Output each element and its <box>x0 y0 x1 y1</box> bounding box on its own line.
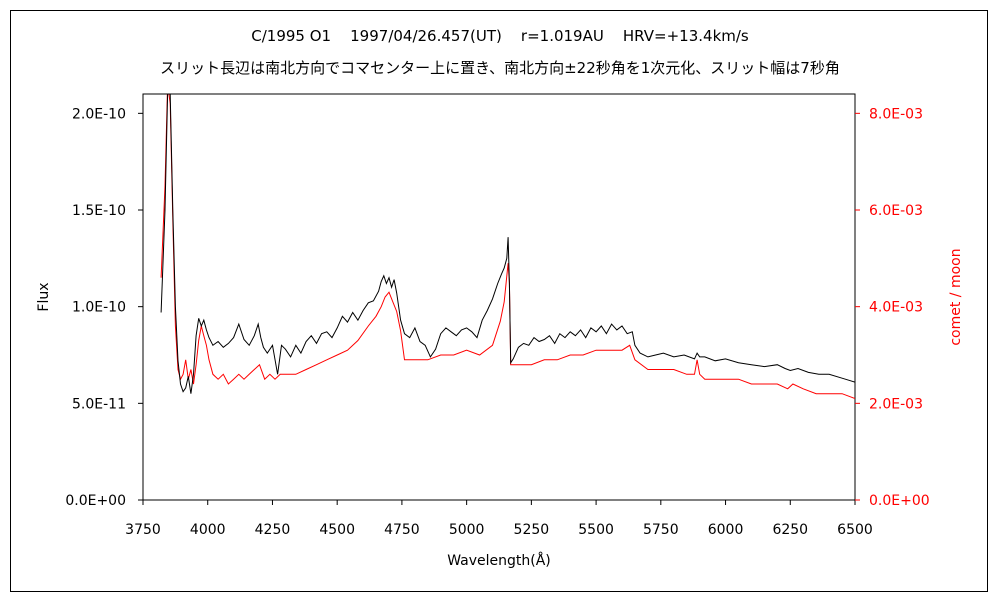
x-tick-label: 4000 <box>190 522 226 538</box>
x-tick-label: 5000 <box>449 522 485 538</box>
x-tick-label: 4500 <box>319 522 355 538</box>
y-tick-label: 0.0E+00 <box>65 493 126 509</box>
x-axis: 3750 4000 4250 4500 4750 5000 5250 5500 5750 6000… <box>125 500 873 538</box>
x-tick-label: 6250 <box>772 522 808 538</box>
y2-tick-label: 2.0E-03 <box>869 396 923 412</box>
y-tick-label: 1.5E-10 <box>72 203 126 219</box>
x-axis-label: Wavelength(Å) <box>447 552 551 569</box>
x-tick-label: 5500 <box>578 522 614 538</box>
y2-tick-label: 8.0E-03 <box>869 106 923 122</box>
y2-tick-label: 0.0E+00 <box>869 493 930 509</box>
x-tick-label: 5250 <box>514 522 550 538</box>
x-tick-label: 4750 <box>384 522 420 538</box>
x-tick-label: 4250 <box>255 522 291 538</box>
x-tick-label: 6500 <box>837 522 873 538</box>
y2-axis-label: comet / moon <box>948 248 964 345</box>
y-tick-label: 1.0E-10 <box>72 300 126 316</box>
chart-title: C/1995 O1 1997/04/26.457(UT) r=1.019AU H… <box>251 27 749 45</box>
x-tick-label: 3750 <box>125 522 161 538</box>
series-line-comet-moon <box>160 94 855 399</box>
x-tick-label: 5750 <box>643 522 679 538</box>
y-axis-label: Flux <box>36 282 52 311</box>
x-tick-label: 6000 <box>708 522 744 538</box>
series-line-flux <box>160 94 855 394</box>
y2-tick-label: 6.0E-03 <box>869 203 923 219</box>
plot-area <box>142 93 856 501</box>
chart-frame <box>10 10 988 592</box>
y-axis-right: 0.0E+00 2.0E-03 4.0E-03 6.0E-03 8.0E-03 <box>855 106 930 509</box>
series-layer <box>160 94 855 399</box>
y-tick-label: 5.0E-11 <box>72 396 126 412</box>
y-tick-label: 2.0E-10 <box>72 106 126 122</box>
y2-tick-label: 4.0E-03 <box>869 300 923 316</box>
chart-subtitle: スリット長辺は南北方向でコマセンター上に置き、南北方向±22秒角を1次元化、スリ… <box>160 59 840 77</box>
y-axis-left: 0.0E+00 5.0E-11 1.0E-10 1.5E-10 2.0E-10 <box>65 106 143 509</box>
